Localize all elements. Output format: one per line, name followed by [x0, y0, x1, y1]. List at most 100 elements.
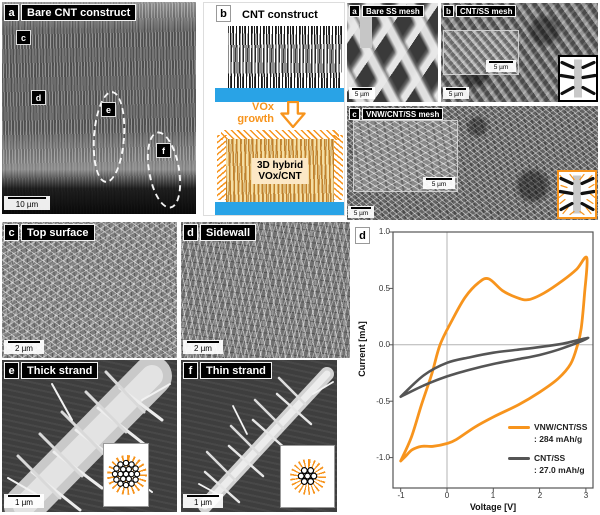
scale-bar-line [187, 340, 219, 343]
x-tick-label: 1 [490, 491, 496, 500]
legend-entry-vnw: VNW/CNT/SS [508, 422, 600, 432]
x-tick-label: 2 [537, 491, 543, 500]
legend-capacity: : 27.0 mAh/g [534, 465, 585, 475]
hybrid-label: 3D hybrid VOx/CNT [251, 158, 309, 185]
substrate-bar-top [215, 88, 344, 102]
scale-bar: 2 µm [4, 339, 44, 354]
thin-strand-drawing [198, 367, 334, 512]
panel-cnt-schematic: b CNT construct VOx growth 3D hybrid VOx… [203, 2, 345, 216]
legend-swatch-orange [508, 425, 530, 429]
cross-section-inset-thin [280, 445, 335, 508]
x-tick-label: -1 [397, 491, 405, 500]
panel-title: Sidewall [200, 224, 257, 241]
panel-bare-cnt-construct: a Bare CNT construct c d e f 10 µm [2, 2, 196, 214]
cnt-bundle-circles [111, 459, 141, 489]
sem-inset-vnw: 5 µm [353, 120, 458, 192]
down-arrow-icon [280, 101, 306, 128]
x-axis-label: Voltage [V] [469, 502, 517, 512]
inset-scale-bar: 5 µm [423, 177, 455, 189]
y-tick-label: 0.0 [378, 340, 390, 349]
panel-thick-strand: e Thick strand 1 µm [2, 360, 177, 512]
panel-letter: d [355, 227, 370, 244]
panel-header: b CNT/SS mesh [443, 5, 517, 17]
panel-letter: a [349, 5, 360, 17]
y-tick-label: 1.0 [378, 227, 390, 236]
y-tick-label: -0.5 [376, 397, 390, 406]
scale-bar-text: 1 µm [15, 497, 33, 507]
legend-label: VNW/CNT/SS [534, 422, 588, 432]
scale-bar-text: 10 µm [15, 199, 39, 209]
cv-plot [389, 231, 594, 492]
panel-header: a Bare SS mesh [349, 5, 424, 17]
panel-title: VNW/CNT/SS mesh [362, 108, 444, 120]
scale-bar: 5 µm [349, 87, 375, 99]
sem-image-top-surface [2, 222, 177, 358]
vox-fringe-top [221, 130, 339, 140]
panel-title: Bare SS mesh [362, 5, 424, 17]
cross-section-inset-thick [103, 443, 149, 507]
scale-bar-text: 2 µm [194, 343, 212, 353]
region-label-f: f [156, 143, 171, 158]
panel-cv-chart: d Current [mA] 1.0 0.5 0.0 -0.5 -1.0 -1 … [350, 224, 600, 515]
vnw-wire-schematic [557, 170, 597, 219]
x-tick-label: 3 [583, 491, 589, 500]
legend-label: CNT/SS [534, 453, 566, 463]
x-tick-label: 0 [444, 491, 450, 500]
vox-growth-line2: growth [237, 112, 274, 125]
vox-growth-label: VOx growth [218, 101, 274, 126]
scale-bar-text: 5 µm [354, 90, 370, 98]
scale-bar-line [351, 207, 371, 209]
scale-bar: 5 µm [443, 87, 469, 99]
vnw-wire-schematic-drawing [559, 173, 595, 216]
panel-title: Thin strand [200, 362, 272, 379]
vox-fringe-left [217, 135, 227, 200]
legend-swatch-gray [508, 456, 530, 460]
scale-bar-text: 5 µm [353, 209, 369, 217]
panel-letter: a [4, 4, 19, 21]
scale-bar-text: 5 µm [493, 63, 509, 71]
panel-letter: c [349, 108, 360, 120]
scale-bar-text: 1 µm [194, 497, 212, 507]
panel-title: CNT/SS mesh [456, 5, 517, 17]
panel-sidewall: d Sidewall 2 µm [181, 222, 350, 358]
panel-header: c Top surface [4, 224, 95, 241]
panel-letter: d [183, 224, 198, 241]
panel-title: CNT construct [242, 9, 318, 21]
scale-bar-text: 2 µm [15, 343, 33, 353]
cnt-forest-drawing [228, 26, 342, 88]
thick-strand-drawing [4, 360, 172, 512]
panel-cnt-ss-mesh: b CNT/SS mesh 5 µm 5 µm [441, 3, 598, 102]
scale-bar-line [8, 494, 40, 497]
scale-bar-line [446, 88, 466, 90]
vox-growth-line1: VOx [251, 101, 274, 113]
hybrid-label-line2: VOx/CNT [258, 171, 302, 183]
scale-bar-text: 5 µm [448, 90, 464, 98]
scale-bar: 10 µm [4, 195, 50, 210]
cv-curves [399, 255, 590, 463]
panel-title: Thick strand [21, 362, 99, 379]
ss-wire-bar [360, 10, 372, 48]
panel-header: a Bare CNT construct [4, 4, 137, 21]
scale-bar-line [489, 61, 513, 63]
scale-bar: 1 µm [4, 493, 44, 508]
scale-bar-line [187, 494, 219, 497]
sem-inset-cnt-ss: 5 µm [443, 30, 519, 75]
panel-letter: c [4, 224, 19, 241]
panel-top-surface: c Top surface 2 µm [2, 222, 177, 358]
panel-vnw-cnt-ss-mesh: c VNW/CNT/SS mesh 5 µm [347, 106, 598, 220]
panel-title: Top surface [21, 224, 95, 241]
hybrid-label-line1: 3D hybrid [256, 160, 304, 171]
scale-bar-line [8, 340, 40, 343]
chart-legend: VNW/CNT/SS : 284 mAh/g CNT/SS : 27.0 mAh… [508, 422, 600, 484]
cv-curve-cnt-ss [399, 336, 590, 398]
panel-header: c VNW/CNT/SS mesh [349, 108, 444, 120]
legend-capacity: : 284 mAh/g [534, 434, 583, 444]
y-tick-label: -1.0 [376, 453, 390, 462]
cnt-bundle-circles [297, 467, 318, 485]
region-label-d: d [31, 90, 46, 105]
panel-letter: b [216, 5, 231, 22]
panel-letter: b [443, 5, 454, 17]
panel-header: d Sidewall [183, 224, 257, 241]
panel-letter: f [183, 362, 198, 379]
scale-bar-text: 5 µm [431, 180, 447, 188]
